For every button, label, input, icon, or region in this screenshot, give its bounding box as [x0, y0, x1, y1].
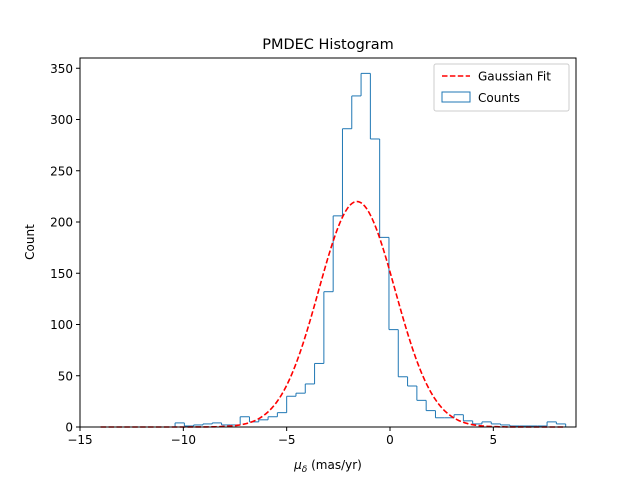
legend: Gaussian Fit Counts: [433, 63, 570, 112]
plot-area: [100, 72, 567, 428]
legend-counts-label: Counts: [478, 91, 520, 105]
x-tick-label: −15: [67, 433, 92, 447]
x-tick-label: 0: [386, 433, 394, 447]
x-tick-label: −10: [171, 433, 196, 447]
counts-histogram: [100, 72, 567, 428]
legend-counts-swatch: [441, 91, 471, 103]
legend-gaussian-fit-label: Gaussian Fit: [478, 70, 551, 84]
y-tick-label: 100: [50, 318, 73, 332]
y-tick-label: 200: [50, 216, 73, 230]
x-tick-label: −5: [278, 433, 296, 447]
y-tick-label: 250: [50, 164, 73, 178]
y-tick-label: 150: [50, 267, 73, 281]
y-tick-label: 0: [65, 421, 73, 435]
x-axis-label: μδ (mas/yr): [293, 458, 362, 475]
y-tick-label: 50: [58, 369, 73, 383]
gaussian-fit-line: [100, 200, 564, 428]
y-tick-label: 350: [50, 62, 73, 76]
axes-frame: [79, 57, 577, 428]
y-tick-label: 300: [50, 113, 73, 127]
y-axis-label: Count: [23, 224, 37, 260]
x-tick-label: 5: [490, 433, 498, 447]
chart-title: PMDEC Histogram: [262, 37, 394, 53]
